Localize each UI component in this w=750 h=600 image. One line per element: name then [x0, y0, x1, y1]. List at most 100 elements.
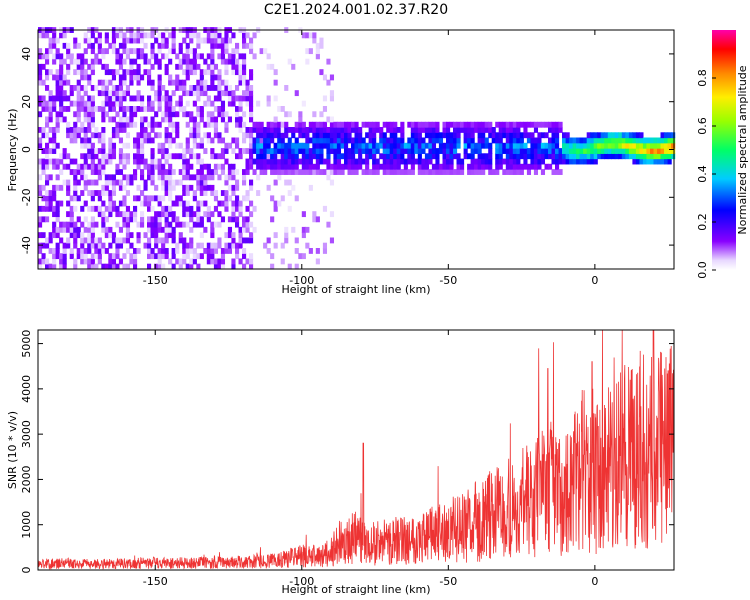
- spectrogram-cell: [108, 100, 113, 107]
- spectrogram-cell: [90, 226, 95, 233]
- spectrogram-cell: [168, 79, 173, 86]
- spectrogram-cell: [164, 205, 169, 212]
- spectrogram-cell: [133, 48, 138, 55]
- spectrogram-cell: [45, 216, 50, 223]
- spectrogram-cell: [62, 106, 67, 112]
- spectrogram-cell: [133, 32, 138, 39]
- spectrogram-cell: [533, 153, 539, 160]
- spectrogram-cell: [505, 158, 510, 165]
- spectrogram-cell: [263, 153, 268, 160]
- spectrogram-cell: [477, 142, 482, 149]
- spectrogram-cell: [83, 184, 88, 191]
- spectrogram-cell: [62, 221, 67, 228]
- spectrogram-cell: [305, 32, 310, 39]
- spectrogram-cell: [657, 158, 662, 165]
- spectrogram-cell: [38, 142, 43, 149]
- spectrogram-cell: [206, 95, 211, 102]
- spectrogram-cell: [231, 232, 236, 239]
- spectrogram-cell: [329, 132, 335, 139]
- spectrogram-cell: [576, 142, 581, 149]
- spectrogram-cell: [526, 137, 532, 144]
- spectrogram-cell: [178, 232, 183, 239]
- spectrogram-cell: [671, 132, 676, 139]
- spectrogram-cell: [213, 121, 219, 128]
- spectrogram-cell: [122, 69, 127, 76]
- spectrogram-cell: [94, 190, 99, 196]
- spectrogram-cell: [69, 90, 74, 97]
- spectrogram-cell: [175, 248, 180, 254]
- spectrogram-cell: [287, 148, 292, 154]
- spectrogram-cell: [108, 205, 113, 212]
- spectrogram-cell: [45, 69, 50, 76]
- spectrogram-cell: [583, 153, 588, 160]
- spectrogram-cell: [213, 153, 219, 160]
- spectrogram-cell: [259, 132, 264, 139]
- spectrogram-cell: [505, 142, 510, 149]
- spectrogram-cell: [477, 163, 482, 170]
- spectrogram-cell: [389, 142, 394, 149]
- spectrogram-cell: [115, 211, 120, 218]
- spectrogram-cell: [150, 158, 155, 165]
- spectrogram-cell: [389, 158, 394, 165]
- spectrogram-cell: [227, 169, 233, 175]
- spectrogram-cell: [625, 148, 630, 154]
- spectrogram-cell: [143, 53, 148, 60]
- spectrogram-cell: [220, 116, 226, 123]
- spectrogram-cell: [111, 37, 117, 44]
- spectrogram-cell: [431, 127, 437, 133]
- spectrogram-cell: [69, 195, 74, 202]
- spectrogram-cell: [104, 48, 109, 55]
- spectrogram-cell: [403, 158, 408, 165]
- spectrogram-cell: [235, 153, 240, 160]
- spectrogram-cell: [38, 137, 43, 144]
- spectrogram-cell: [59, 184, 64, 191]
- spectrogram-cell: [259, 169, 264, 175]
- spectrogram-cell: [438, 169, 444, 175]
- spectrogram-cell: [62, 263, 67, 270]
- spectrogram-cell: [628, 137, 634, 144]
- spectrogram-cell: [593, 132, 598, 139]
- spectrogram-cell: [263, 242, 268, 249]
- spectrogram-cell: [217, 69, 222, 76]
- spectrogram-cell: [206, 163, 211, 170]
- spectrogram-cell: [449, 142, 454, 149]
- spectrogram-cell: [238, 237, 243, 244]
- spectrogram-cell: [336, 121, 342, 128]
- spectrogram-cell: [505, 121, 510, 128]
- spectrogram-cell: [284, 237, 289, 244]
- spectrogram-cell: [231, 53, 236, 60]
- spectrogram-cell: [189, 242, 194, 249]
- spectrogram-cell: [315, 163, 320, 170]
- spectrogram-cell: [572, 148, 577, 154]
- spectrogram-cell: [231, 184, 236, 191]
- spectrogram-cell: [62, 153, 67, 160]
- spectrogram-cell: [291, 142, 296, 149]
- spectrogram-cell: [157, 221, 162, 228]
- spectrogram-cell: [94, 163, 99, 170]
- spectrogram-cell: [41, 184, 46, 191]
- spectrogram-cell: [111, 237, 117, 244]
- spectrogram-cell: [242, 58, 247, 65]
- spectrogram-cell: [333, 148, 338, 154]
- spectrogram-cell: [533, 163, 539, 170]
- spectrogram-cell: [217, 200, 222, 207]
- spectrogram-cell: [502, 121, 507, 128]
- spectrogram-cell: [358, 158, 363, 165]
- spectrogram-cell: [185, 211, 190, 218]
- spectrogram-cell: [322, 95, 328, 102]
- spectrogram-cell: [315, 142, 320, 149]
- spectrogram-cell: [273, 116, 278, 123]
- spectrogram-cell: [319, 169, 324, 175]
- spectrogram-cell: [122, 111, 127, 118]
- spectrogram-cell: [45, 148, 50, 154]
- spectrogram-cell: [242, 63, 247, 70]
- spectrogram-cell: [108, 179, 113, 186]
- spectrogram-cell: [189, 248, 194, 254]
- spectrogram-cell: [351, 153, 356, 160]
- spectrogram-cell: [340, 142, 345, 149]
- spectrogram-cell: [481, 169, 486, 175]
- spectrogram-cell: [147, 74, 152, 81]
- spectrogram-cell: [178, 169, 183, 175]
- spectrogram-cell: [523, 132, 528, 139]
- spectrogram-cell: [136, 237, 141, 244]
